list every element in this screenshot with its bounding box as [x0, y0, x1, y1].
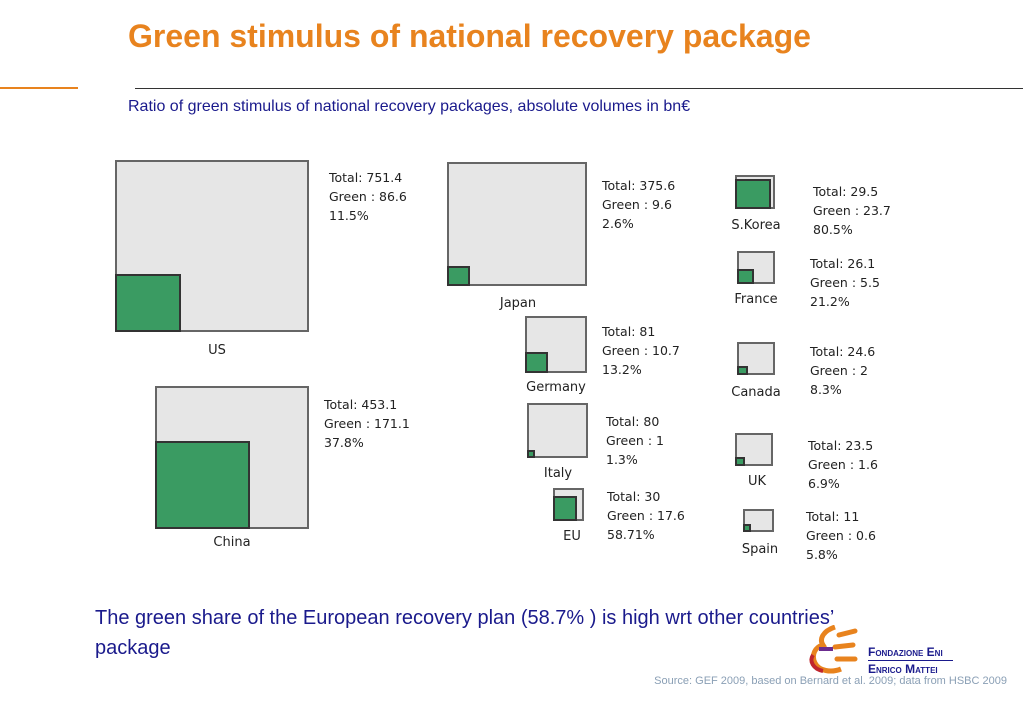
- green-value-canada: Green : 2: [810, 363, 868, 378]
- country-label-france: France: [734, 292, 778, 307]
- data-label-spain: Total: 11 Green : 0.6 5.8%: [806, 507, 876, 564]
- logo-line-1: Fondazione Eni: [868, 645, 943, 659]
- green-square-us: [115, 273, 181, 332]
- source-note: Source: GEF 2009, based on Bernard et al…: [654, 675, 1007, 687]
- total-square-germany: [525, 316, 587, 373]
- green-value-uk: Green : 1.6: [808, 457, 878, 472]
- total-value-eu: Total: 30: [607, 489, 661, 504]
- logo-name: Fondazione Eni Enrico Mattei: [868, 645, 943, 676]
- country-label-spain: Spain: [741, 542, 779, 557]
- logo-line-2: Enrico Mattei: [868, 662, 938, 676]
- total-value-china: Total: 453.1: [324, 397, 398, 412]
- data-label-france: Total: 26.1 Green : 5.5 21.2%: [810, 254, 880, 311]
- green-value-eu: Green : 17.6: [607, 508, 685, 523]
- total-value-japan: Total: 375.6: [602, 178, 676, 193]
- green-square-italy: [527, 450, 535, 458]
- fondazione-logo-icon: [809, 625, 858, 674]
- total-square-eu: [553, 488, 584, 521]
- data-label-germany: Total: 81 Green : 10.7 13.2%: [602, 322, 680, 379]
- green-value-france: Green : 5.5: [810, 275, 880, 290]
- data-label-eu: Total: 30 Green : 17.6 58.71%: [607, 487, 685, 544]
- green-square-japan: [447, 266, 470, 286]
- total-value-s-korea: Total: 29.5: [813, 184, 879, 199]
- green-value-japan: Green : 9.6: [602, 197, 672, 212]
- country-label-s-korea: S.Korea: [731, 218, 781, 233]
- share-value-italy: 1.3%: [606, 452, 638, 467]
- share-value-spain: 5.8%: [806, 547, 838, 562]
- green-square-germany: [525, 352, 548, 373]
- data-label-japan: Total: 375.6 Green : 9.6 2.6%: [602, 176, 675, 233]
- total-square-china: [155, 386, 309, 529]
- total-value-spain: Total: 11: [806, 509, 860, 524]
- country-label-italy: Italy: [543, 466, 573, 481]
- green-value-italy: Green : 1: [606, 433, 664, 448]
- chart-subtitle: Ratio of green stimulus of national reco…: [128, 98, 691, 115]
- green-value-s-korea: Green : 23.7: [813, 203, 891, 218]
- total-square-japan: [447, 162, 587, 286]
- total-square-france: [737, 251, 775, 284]
- total-square-canada: [737, 342, 775, 375]
- share-value-eu: 58.71%: [607, 527, 655, 542]
- country-label-uk: UK: [747, 474, 767, 489]
- share-value-us: 11.5%: [329, 208, 369, 223]
- data-label-s-korea: Total: 29.5 Green : 23.7 80.5%: [813, 182, 891, 239]
- green-square-china: [155, 441, 250, 529]
- conclusion-text: The green share of the European recovery…: [95, 607, 834, 659]
- title-rule-accent: [0, 87, 78, 89]
- total-value-france: Total: 26.1: [810, 256, 876, 271]
- share-value-canada: 8.3%: [810, 382, 842, 397]
- country-label-japan: Japan: [499, 296, 537, 311]
- data-label-uk: Total: 23.5 Green : 1.6 6.9%: [808, 436, 878, 493]
- green-square-france: [737, 268, 755, 284]
- green-square-spain: [743, 524, 751, 532]
- data-label-us: Total: 751.4 Green : 86.6 11.5%: [329, 168, 407, 225]
- country-label-eu: EU: [563, 529, 581, 544]
- green-square-s-korea: [735, 178, 771, 209]
- country-label-china: China: [213, 535, 251, 550]
- data-label-italy: Total: 80 Green : 1 1.3%: [606, 412, 664, 469]
- share-value-china: 37.8%: [324, 435, 364, 450]
- share-value-uk: 6.9%: [808, 476, 840, 491]
- green-value-us: Green : 86.6: [329, 189, 407, 204]
- share-value-s-korea: 80.5%: [813, 222, 853, 237]
- green-square-canada: [737, 365, 748, 375]
- green-value-spain: Green : 0.6: [806, 528, 876, 543]
- total-square-uk: [735, 433, 773, 466]
- share-value-japan: 2.6%: [602, 216, 634, 231]
- total-square-us: [115, 160, 309, 332]
- page-title: Green stimulus of national recovery pack…: [128, 18, 811, 54]
- green-value-germany: Green : 10.7: [602, 343, 680, 358]
- green-value-china: Green : 171.1: [324, 416, 410, 431]
- green-square-uk: [735, 457, 745, 466]
- share-value-germany: 13.2%: [602, 362, 642, 377]
- total-value-canada: Total: 24.6: [810, 344, 876, 359]
- total-value-us: Total: 751.4: [329, 170, 403, 185]
- country-label-germany: Germany: [526, 380, 586, 395]
- data-label-canada: Total: 24.6 Green : 2 8.3%: [810, 342, 875, 399]
- total-value-germany: Total: 81: [602, 324, 656, 339]
- country-label-us: US: [208, 343, 226, 358]
- share-value-france: 21.2%: [810, 294, 850, 309]
- total-value-uk: Total: 23.5: [808, 438, 874, 453]
- data-label-china: Total: 453.1 Green : 171.1 37.8%: [324, 395, 410, 452]
- total-square-spain: [743, 509, 774, 532]
- total-square-italy: [527, 403, 588, 458]
- total-square-s-korea: [735, 175, 775, 209]
- logo-divider: [868, 660, 953, 661]
- total-value-italy: Total: 80: [606, 414, 660, 429]
- country-label-canada: Canada: [731, 385, 781, 400]
- title-rule: [135, 88, 1023, 89]
- green-square-eu: [553, 495, 577, 521]
